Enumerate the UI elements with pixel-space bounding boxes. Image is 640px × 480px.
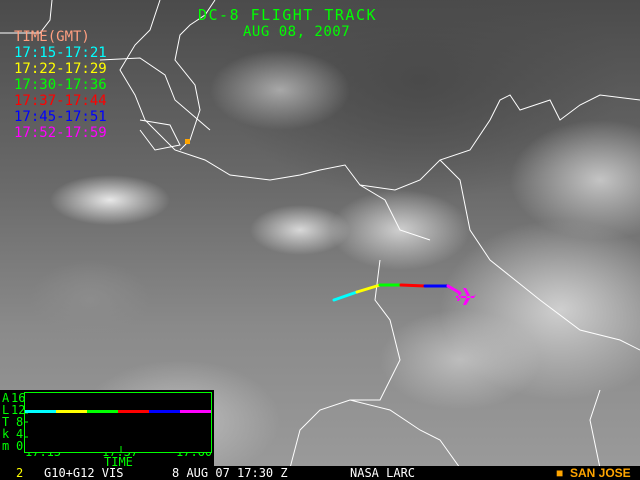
ytick-label: 4 (16, 427, 24, 441)
coastlines-borders (0, 0, 640, 468)
source-label: NASA LARC (350, 466, 416, 480)
map-overlay (0, 0, 640, 468)
border (289, 259, 401, 468)
legend-item: 17:37-17:44 (14, 93, 107, 109)
airplane-icon (456, 288, 476, 305)
track-segment-4 (399, 283, 427, 288)
ylabel-letter: k (2, 427, 10, 441)
track-segment-6 (446, 284, 462, 295)
ylabel-letter: L (2, 403, 10, 417)
ylabel-letter: A (2, 391, 10, 405)
altitude-plot (24, 392, 212, 453)
ytick-label: 0 (16, 439, 24, 453)
ytick-label: 12 (11, 403, 26, 417)
ylabel-letter: m (2, 439, 10, 453)
coastline (359, 94, 640, 191)
track-segment-2 (355, 283, 382, 294)
legend-item: 17:15-17:21 (14, 45, 107, 61)
frame-number: 2 (16, 466, 24, 480)
legend-item: 17:45-17:51 (14, 109, 107, 125)
border (99, 57, 211, 131)
coastline (174, 0, 216, 151)
altitude-trace (25, 410, 211, 452)
border (349, 399, 461, 468)
legend-item: 17:22-17:29 (14, 61, 107, 77)
status-bar: 2 G10+G12 VIS 8 AUG 07 17:30 Z NASA LARC… (0, 466, 640, 480)
map-date: AUG 08, 2007 (243, 24, 351, 40)
time-legend: TIME(GMT) 17:15-17:21 17:22-17:29 17:30-… (14, 29, 107, 141)
legend-item: 17:52-17:59 (14, 125, 107, 141)
border (589, 389, 601, 468)
flight-track (332, 283, 462, 302)
station-marker-icon: ■ (556, 466, 564, 480)
map-title: DC-8 FLIGHT TRACK (198, 6, 378, 24)
legend-item: 17:30-17:36 (14, 77, 107, 93)
coastline (0, 0, 53, 34)
track-segment-1 (332, 290, 359, 302)
coastline (139, 119, 181, 151)
ytick-label: 8 (16, 415, 24, 429)
xaxis-label: TIME (104, 455, 133, 469)
square-marker-icon (185, 139, 190, 144)
legend-title: TIME(GMT) (14, 29, 90, 45)
coastline (119, 0, 431, 241)
datetime-label: 8 AUG 07 17:30 Z (172, 466, 288, 480)
sensor-label: G10+G12 VIS (44, 466, 124, 480)
ytick-label: 16 (11, 391, 26, 405)
border (439, 159, 640, 351)
station-label: SAN JOSE (570, 466, 631, 480)
ylabel-letter: T (2, 415, 10, 429)
